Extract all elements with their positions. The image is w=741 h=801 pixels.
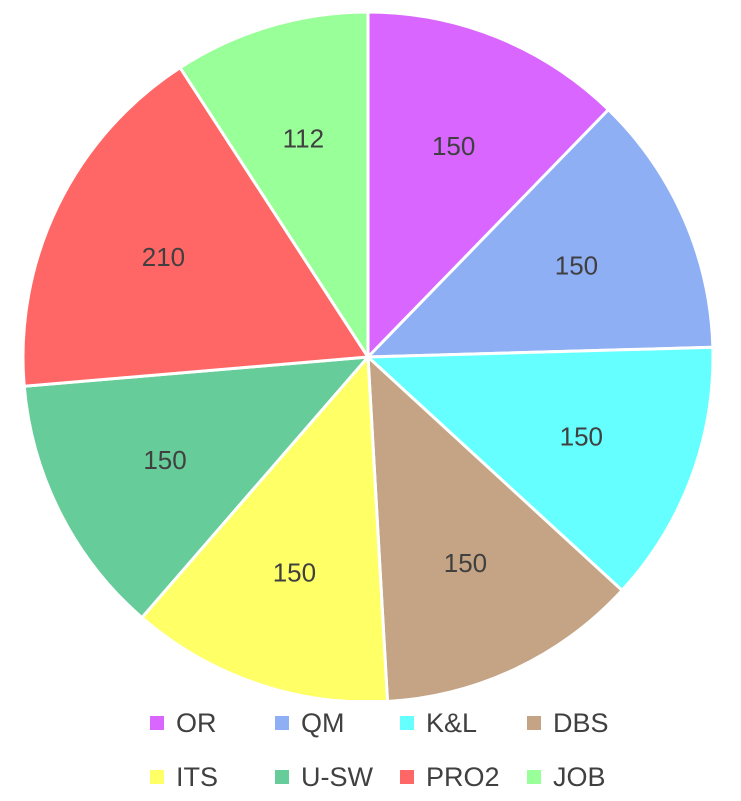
pie-slice-qm xyxy=(364,107,715,359)
legend-swatch-or xyxy=(150,716,164,730)
data-label-dbs: 150 xyxy=(444,548,487,578)
legend-label-pro2: PRO2 xyxy=(426,761,500,792)
legend-swatch-qm xyxy=(275,716,289,730)
legend-label-u-sw: U-SW xyxy=(301,761,373,792)
legend-item-u-sw: U-SW xyxy=(275,760,373,794)
legend-swatch-k-l xyxy=(400,716,414,730)
legend-item-job: JOB xyxy=(527,760,606,794)
legend-label-k-l: K&L xyxy=(426,707,478,738)
legend-item-or: OR xyxy=(150,706,217,740)
legend-item-qm: QM xyxy=(275,706,345,740)
legend-swatch-job xyxy=(527,770,541,784)
pie-slice-or xyxy=(366,10,611,361)
pie-slice-job xyxy=(178,10,370,363)
pie-chart-svg: 150 150 150 150 150 150 210 112 xyxy=(21,10,715,700)
pie-slice-u-sw xyxy=(22,355,372,620)
pie-slice-dbs xyxy=(366,353,625,700)
data-label-its: 150 xyxy=(273,557,316,587)
data-label-or: 150 xyxy=(432,131,475,161)
legend-label-qm: QM xyxy=(301,707,345,738)
legend-label-dbs: DBS xyxy=(553,707,609,738)
legend-row: OR QM K&L DBS xyxy=(0,706,741,740)
legend-label-its: ITS xyxy=(176,761,219,792)
legend-item-k-l: K&L xyxy=(400,706,477,740)
pie-slice-k-l xyxy=(364,345,715,593)
data-label-pro2: 210 xyxy=(142,242,185,272)
data-label-u-sw: 150 xyxy=(143,445,186,475)
legend-swatch-dbs xyxy=(527,716,541,730)
pie-slice-its xyxy=(139,353,389,700)
legend-item-pro2: PRO2 xyxy=(400,760,500,794)
data-label-k-l: 150 xyxy=(560,422,603,452)
legend-item-its: ITS xyxy=(150,760,218,794)
legend-label-job: JOB xyxy=(553,761,606,792)
legend-item-dbs: DBS xyxy=(527,706,609,740)
legend-swatch-u-sw xyxy=(275,770,289,784)
data-label-job: 112 xyxy=(283,124,324,154)
legend-label-or: OR xyxy=(176,707,217,738)
legend-swatch-its xyxy=(150,770,164,784)
data-label-qm: 150 xyxy=(555,250,598,280)
legend-row: ITS U-SW PRO2 JOB xyxy=(0,760,741,794)
pie-slice-pro2 xyxy=(21,65,371,388)
legend-swatch-pro2 xyxy=(400,770,414,784)
